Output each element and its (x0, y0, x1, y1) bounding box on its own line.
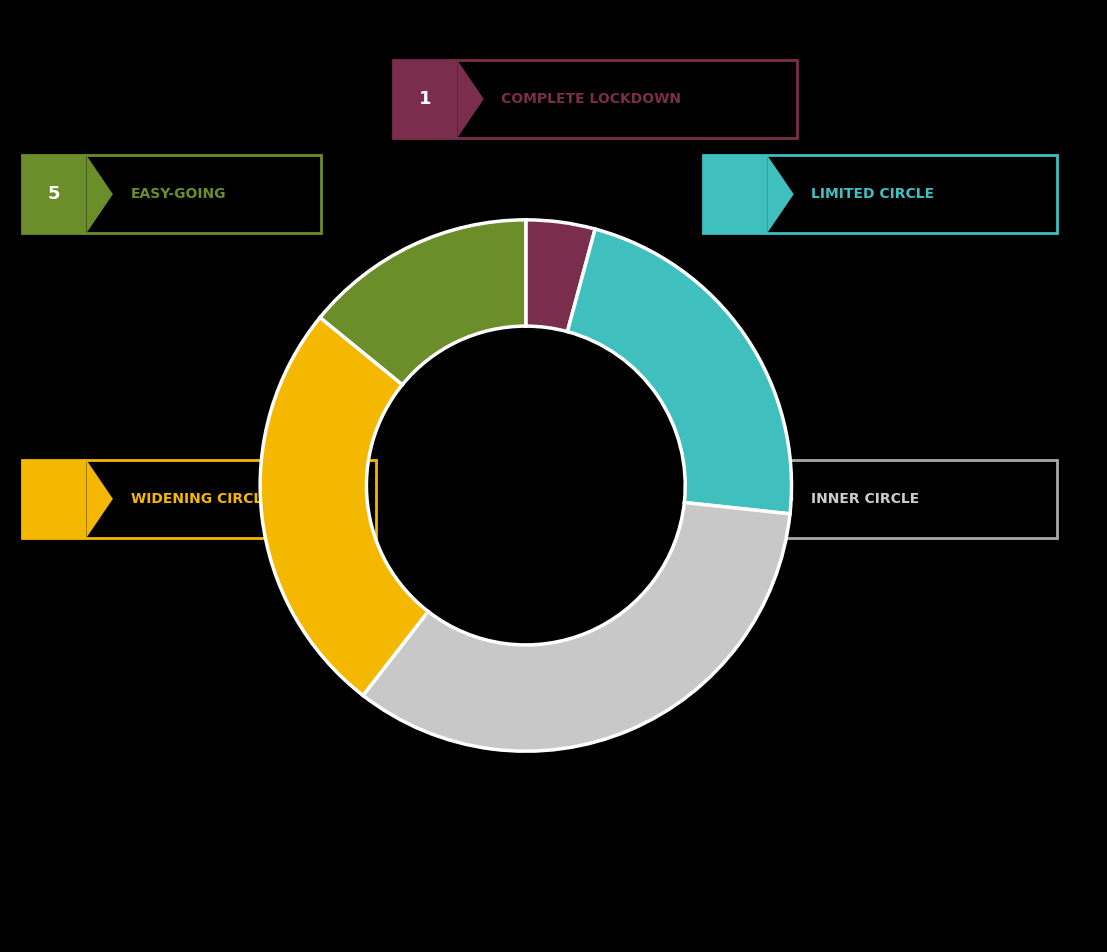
Polygon shape (86, 155, 113, 233)
FancyBboxPatch shape (703, 155, 1057, 233)
FancyBboxPatch shape (703, 460, 767, 538)
Text: INNER CIRCLE: INNER CIRCLE (811, 492, 920, 506)
Text: WIDENING CIRCLE: WIDENING CIRCLE (131, 492, 271, 506)
Text: EASY-GOING: EASY-GOING (131, 188, 226, 201)
FancyBboxPatch shape (22, 460, 86, 538)
Text: 4: 4 (48, 490, 61, 507)
Wedge shape (363, 503, 790, 751)
Text: 5: 5 (48, 186, 61, 203)
FancyBboxPatch shape (703, 155, 767, 233)
Text: 1: 1 (418, 90, 432, 108)
Wedge shape (320, 220, 526, 385)
Text: 2: 2 (728, 186, 742, 203)
FancyBboxPatch shape (22, 155, 321, 233)
Wedge shape (568, 229, 792, 514)
FancyBboxPatch shape (22, 155, 86, 233)
FancyBboxPatch shape (393, 60, 797, 138)
Text: 3: 3 (728, 490, 742, 507)
Polygon shape (86, 460, 113, 538)
Polygon shape (767, 460, 794, 538)
Polygon shape (457, 60, 484, 138)
FancyBboxPatch shape (22, 460, 376, 538)
Wedge shape (260, 317, 428, 696)
Text: COMPLETE LOCKDOWN: COMPLETE LOCKDOWN (501, 92, 682, 106)
Wedge shape (526, 220, 596, 331)
Text: LIMITED CIRCLE: LIMITED CIRCLE (811, 188, 934, 201)
FancyBboxPatch shape (703, 460, 1057, 538)
Polygon shape (767, 155, 794, 233)
FancyBboxPatch shape (393, 60, 457, 138)
